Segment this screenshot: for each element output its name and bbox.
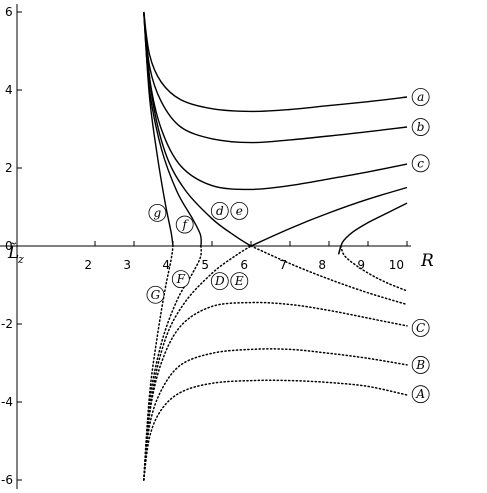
x-tick-label: 7	[279, 258, 287, 272]
curve-tag-circle	[411, 88, 430, 106]
curve-tag-circle	[148, 203, 167, 222]
curve-tag-circle	[210, 272, 229, 291]
curve-tag-circle	[411, 118, 430, 136]
curve-tag-label: g	[154, 206, 162, 220]
series-c-line	[143, 11, 408, 191]
y-tick-label: -2	[1, 317, 13, 331]
curve-tag-circle	[230, 272, 249, 291]
y-tick-label: -6	[1, 473, 13, 487]
y-tick-label: 2	[5, 161, 13, 175]
curve-tag-c: c	[411, 154, 430, 173]
series-e-line	[250, 186, 408, 247]
curve-tag-circle	[146, 285, 165, 304]
curve-tag-label: f	[181, 218, 189, 232]
curve-tag-label: F	[176, 272, 186, 286]
series-B-line	[143, 348, 408, 481]
curve-tag-a: a	[411, 88, 430, 106]
x-tick-label: 2	[84, 258, 92, 272]
series-d-line	[143, 11, 252, 247]
y-axis-label: L̃ z	[7, 243, 24, 266]
curve-tag-label: A	[415, 387, 425, 401]
curve-tag-label: e	[236, 204, 243, 218]
curve-tag-f: f	[175, 215, 194, 234]
curve-tag-label: D	[214, 274, 225, 288]
curve-tag-circle	[411, 385, 430, 404]
curve-tag-circle	[175, 215, 194, 234]
curve-tag-label: C	[416, 321, 425, 335]
y-tick-label: 4	[5, 83, 13, 97]
curve-tag-label: E	[234, 274, 244, 288]
curve-tag-A: A	[411, 385, 430, 404]
x-tick-label: 3	[123, 258, 131, 272]
series-g-line	[143, 11, 174, 247]
x-axis-label: R	[420, 251, 434, 271]
series-E-line	[250, 245, 408, 306]
x-tick-label: 9	[357, 258, 365, 272]
curve-tag-label: G	[151, 288, 161, 302]
curve-tag-label: c	[417, 156, 424, 170]
curve-tag-label: a	[417, 90, 424, 104]
curve-tag-label: b	[417, 120, 425, 134]
x-tick-label: 4	[162, 258, 170, 272]
curve-tag-C: C	[411, 318, 430, 337]
curve-tag-label: B	[415, 358, 425, 372]
curve-tag-circle	[230, 201, 249, 220]
y-axis-label-main: L̃	[7, 243, 19, 263]
curve-tag-E: E	[230, 272, 249, 291]
series-A-line	[143, 379, 408, 481]
curve-tag-e: e	[230, 201, 249, 220]
curve-tag-circle	[411, 154, 430, 173]
series-G-line	[143, 245, 174, 481]
x-tick-label: 6	[240, 258, 248, 272]
y-tick-label: 6	[5, 5, 13, 19]
curve-tag-F: F	[171, 270, 190, 289]
series-C-line	[143, 301, 408, 481]
curve-tag-g: g	[148, 203, 167, 222]
series-e2-line	[338, 202, 408, 255]
x-tick-label: 10	[389, 258, 404, 272]
curves	[143, 11, 408, 481]
curve-tag-circle	[411, 356, 430, 374]
y-tick-label: 0	[5, 239, 13, 253]
curve-tag-B: B	[411, 356, 430, 374]
ticks: 2 3 4 5 6 7 8 9 10 6 4 2 0 -2 -4 -6	[1, 5, 408, 487]
curve-tags: a b c d e f g A B C D E F G	[146, 88, 430, 404]
series-D-line	[143, 245, 252, 481]
curve-tag-d: d	[210, 201, 229, 220]
curve-tag-circle	[210, 201, 229, 220]
y-tick-label: -4	[1, 395, 13, 409]
x-tick-label: 5	[201, 258, 209, 272]
curve-tag-circle	[411, 318, 430, 337]
curve-tag-G: G	[146, 285, 165, 304]
curve-tag-b: b	[411, 118, 430, 136]
curve-tag-D: D	[210, 272, 229, 291]
curve-tag-label: d	[216, 204, 224, 218]
axes: R L̃ z	[0, 4, 434, 489]
series-E2-line	[339, 245, 408, 292]
y-axis-label-subscript: z	[17, 253, 24, 266]
series-b-line	[143, 11, 408, 144]
curve-tag-circle	[171, 270, 190, 289]
x-tick-label: 8	[318, 258, 326, 272]
series-a-line	[143, 11, 408, 113]
